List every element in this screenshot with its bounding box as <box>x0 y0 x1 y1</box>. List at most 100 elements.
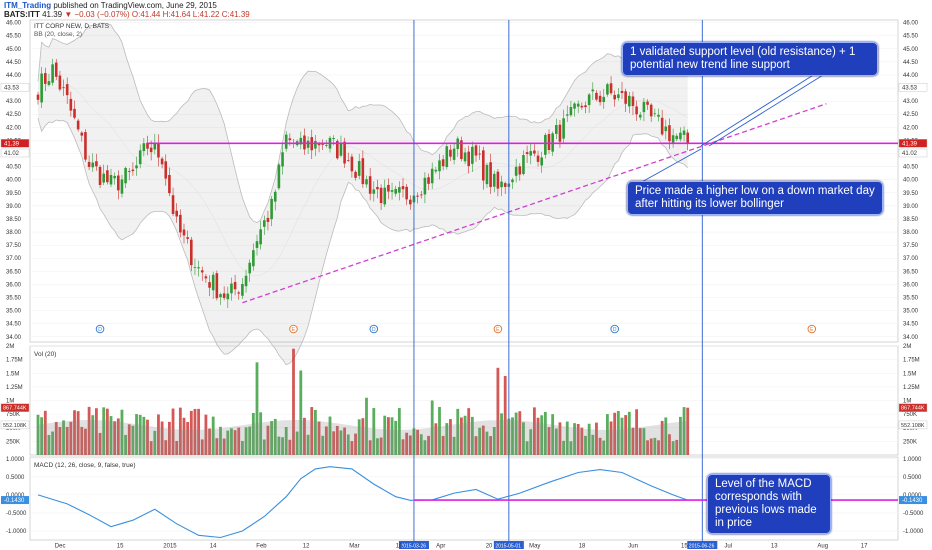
candle-body <box>95 161 98 167</box>
x-tick-label: 12 <box>303 544 310 550</box>
volume-bar <box>120 409 124 455</box>
date-tag <box>687 541 718 549</box>
price-tick-label-left: 42.50 <box>6 112 22 118</box>
annotation-macd[interactable]: Level of the MACD corresponds with previ… <box>707 474 831 534</box>
x-tick-label: Dec <box>55 544 66 550</box>
volume-bar <box>87 406 91 455</box>
candle-body <box>204 276 208 279</box>
volume-bar <box>204 414 208 455</box>
candle-body <box>401 186 405 190</box>
volume-bar <box>383 415 387 455</box>
volume-bar <box>58 427 62 455</box>
candle-body <box>263 220 266 227</box>
candle-body <box>339 143 343 156</box>
volume-bar <box>230 428 233 455</box>
volume-bar <box>350 441 354 455</box>
date-tag-label: 2015-06-26 <box>689 544 715 550</box>
price-tag-left <box>0 139 30 148</box>
volume-bar <box>492 427 496 455</box>
volume-bar <box>244 427 248 455</box>
candle-body <box>653 113 657 115</box>
candle-body <box>346 160 350 162</box>
volume-bar <box>485 431 489 455</box>
volume-bar <box>182 417 186 455</box>
candle-body <box>617 94 620 99</box>
candle-body <box>430 168 434 184</box>
candle-body <box>321 144 324 145</box>
candle-body <box>186 237 189 239</box>
price-tick-label-right: 37.50 <box>903 243 919 249</box>
candle-body <box>449 149 452 157</box>
volume-bar <box>379 437 383 455</box>
candle-body <box>317 143 321 146</box>
volume-bar <box>518 411 522 455</box>
volume-bar <box>281 437 284 455</box>
macd-tag-label-right: -0.1430 <box>902 498 923 504</box>
candle-body <box>175 210 178 217</box>
price-tag-label-right: 41.02 <box>902 151 918 157</box>
volume-tag-right <box>898 420 928 430</box>
volume-tick-label-left: 1.75M <box>6 358 23 364</box>
x-tick-label: Feb <box>256 544 267 550</box>
ohlc-values: O:41.44 H:41.64 L:41.22 C:41.39 <box>131 10 250 19</box>
volume-bar <box>131 425 135 455</box>
volume-bar <box>306 434 310 455</box>
price-tick-label-left: 36.00 <box>6 282 22 288</box>
candle-body <box>668 125 671 142</box>
candle-body <box>379 187 383 204</box>
candle-body <box>350 156 354 172</box>
candle-body <box>540 157 543 166</box>
candle-body <box>87 161 91 167</box>
candle-body <box>73 108 76 118</box>
candle-body <box>142 143 146 152</box>
volume-bar <box>576 424 580 455</box>
publisher-name[interactable]: ITM_Trading <box>4 1 52 10</box>
x-tick-label: Mar <box>349 544 359 550</box>
candle-body <box>525 152 529 155</box>
volume-bar <box>470 416 474 455</box>
annotation-support[interactable]: 1 validated support level (old resistanc… <box>622 42 878 76</box>
volume-bar <box>241 440 244 455</box>
volume-bar <box>102 407 106 455</box>
volume-bar <box>562 440 565 455</box>
candle-body <box>467 151 470 167</box>
price-title: ITT CORP NEW, D, BATS <box>34 23 110 30</box>
volume-bar <box>84 428 87 455</box>
candle-body <box>657 114 660 117</box>
candle-body <box>58 75 62 90</box>
volume-bar <box>408 435 412 455</box>
candle-body <box>376 186 379 190</box>
price-tick-label-right: 34.00 <box>903 335 919 341</box>
volume-tick-label-right: 2M <box>903 344 911 350</box>
candle-body <box>36 94 40 100</box>
volume-bar <box>200 439 204 455</box>
trendline <box>242 103 827 304</box>
candle-body <box>558 124 562 142</box>
candle-body <box>117 175 120 191</box>
candle-body <box>131 169 135 172</box>
candle-body <box>613 94 616 100</box>
volume-bar <box>248 426 252 455</box>
candle-body <box>409 199 412 205</box>
volume-bar <box>540 415 544 455</box>
volume-bar <box>460 417 463 455</box>
volume-tick-label-right: 1M <box>903 399 911 405</box>
volume-bar <box>438 406 441 455</box>
candle-body <box>631 96 635 107</box>
volume-bar <box>456 408 460 455</box>
volume-bar <box>157 414 160 455</box>
candle-body <box>273 191 277 202</box>
candle-body <box>460 140 463 160</box>
event-marker-label: D <box>98 327 102 333</box>
volume-bar <box>646 440 649 455</box>
price-tick-label-left: 45.00 <box>6 47 22 53</box>
volume-bar <box>149 441 153 455</box>
callout-pointer <box>700 66 827 147</box>
volume-bar <box>514 412 518 455</box>
volume-bar <box>168 421 171 455</box>
candle-body <box>69 98 73 111</box>
volume-bar <box>387 417 390 455</box>
annotation-higher-low[interactable]: Price made a higher low on a down market… <box>627 181 883 215</box>
price-tick-label-right: 35.50 <box>903 295 919 301</box>
